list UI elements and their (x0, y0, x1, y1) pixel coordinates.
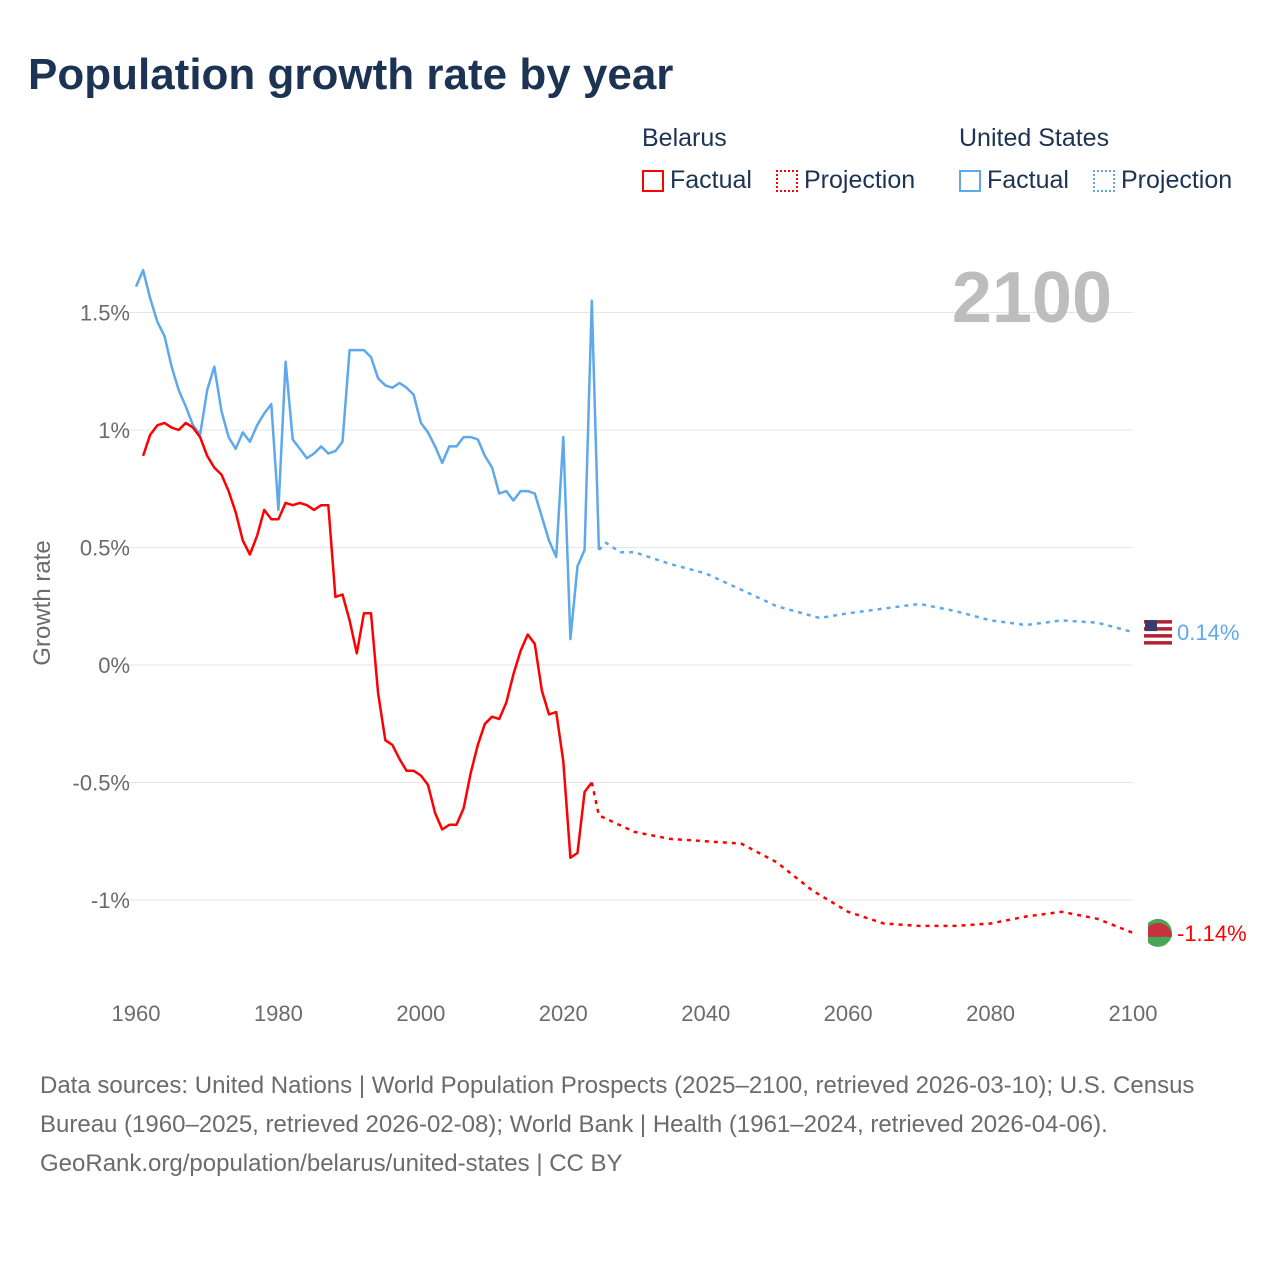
x-tick-label: 1980 (254, 1001, 303, 1026)
y-tick-label: -1% (91, 888, 130, 913)
united-states-projection-line (598, 541, 1134, 634)
legend-belarus-factual[interactable]: Factual (642, 166, 752, 195)
x-tick-label: 2000 (396, 1001, 445, 1026)
x-tick-label: 2100 (1109, 1001, 1158, 1026)
line-chart: 1.5% 1% 0.5% 0% -0.5% -1% 1960 1980 2000 2020 2040… (29, 258, 1247, 1026)
y-tick-label: 0.5% (80, 536, 130, 561)
x-tick-label: 2080 (966, 1001, 1015, 1026)
legend-swatch (642, 169, 664, 192)
united-states-factual-line (134, 268, 601, 641)
x-tick-label: 1960 (112, 1001, 161, 1026)
x-tick-label: 2040 (681, 1001, 730, 1026)
footer: Data sources: United Nations | World Pop… (40, 1066, 1230, 1183)
legend-swatch (776, 169, 798, 192)
legend-us-factual[interactable]: Factual (959, 166, 1069, 195)
y-tick-label: 1% (98, 418, 130, 443)
belarus-flag-icon (1144, 918, 1172, 947)
legend-us-projection[interactable]: Projection (1093, 166, 1232, 195)
legend-swatch (959, 169, 981, 192)
y-axis-label: Growth rate (29, 540, 56, 665)
year-indicator: 2100 (952, 258, 1112, 338)
credit-link[interactable]: GeoRank.org/population/belarus/united-st… (40, 1150, 623, 1177)
end-value-label: 0.14% (1177, 620, 1239, 645)
y-tick-label: -0.5% (73, 771, 130, 796)
legend-swatch (1093, 169, 1115, 192)
chart-title: Population growth rate by year (28, 50, 674, 99)
end-value-label: -1.14% (1177, 921, 1247, 946)
legend-belarus-projection[interactable]: Projection (776, 166, 915, 195)
belarus-factual-line (141, 421, 593, 859)
data-sources: Data sources: United Nations | World Pop… (40, 1072, 1195, 1138)
legend-label: Projection (804, 166, 916, 194)
legend-group-belarus: Belarus (642, 124, 727, 152)
legend-label: Projection (1121, 166, 1233, 194)
y-tick-label: 0% (98, 653, 130, 678)
x-tick-label: 2020 (539, 1001, 588, 1026)
x-tick-label: 2060 (824, 1001, 873, 1026)
legend-label: Factual (670, 166, 752, 194)
belarus-projection-line (590, 782, 1134, 935)
legend-group-united-states: United States (959, 124, 1110, 152)
legend-label: Factual (987, 166, 1069, 194)
y-tick-label: 1.5% (80, 301, 130, 326)
us-flag-icon (1144, 618, 1172, 647)
